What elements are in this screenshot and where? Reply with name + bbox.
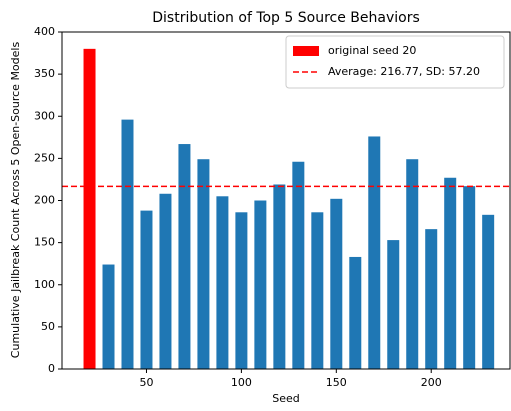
axes-frame — [61, 31, 511, 370]
bar — [83, 48, 96, 369]
legend-label: original seed 20 — [328, 44, 416, 57]
y-tick-label: 200 — [34, 194, 55, 207]
bar — [216, 196, 229, 369]
bar — [463, 186, 476, 369]
y-tick-label: 350 — [34, 67, 55, 80]
bar — [330, 198, 343, 369]
x-axis-label: Seed — [272, 392, 300, 405]
legend-swatch — [293, 46, 319, 56]
bar — [159, 193, 172, 369]
y-tick-label: 250 — [34, 151, 55, 164]
bar — [292, 161, 305, 369]
y-tick-label: 0 — [48, 362, 55, 375]
bar — [273, 184, 286, 369]
bar — [235, 212, 248, 369]
bar — [140, 210, 153, 369]
bar — [254, 200, 267, 369]
x-tick-label: 200 — [421, 376, 442, 389]
bar — [178, 144, 191, 369]
bar — [349, 256, 362, 369]
y-tick-label: 50 — [41, 320, 55, 333]
x-tick-label: 50 — [139, 376, 153, 389]
bar — [425, 229, 438, 369]
y-tick-label: 400 — [34, 25, 55, 38]
bar — [444, 177, 457, 369]
bar — [387, 240, 400, 369]
bar — [102, 264, 115, 369]
legend-label: Average: 216.77, SD: 57.20 — [328, 65, 480, 78]
bar — [368, 136, 381, 369]
bar — [406, 159, 419, 369]
chart-title: Distribution of Top 5 Source Behaviors — [152, 10, 420, 26]
y-tick-label: 100 — [34, 278, 55, 291]
bar — [197, 159, 210, 369]
y-tick-label: 300 — [34, 109, 55, 122]
x-tick-label: 100 — [231, 376, 252, 389]
x-tick-label: 150 — [326, 376, 347, 389]
bar — [121, 119, 134, 370]
bar — [482, 214, 495, 369]
y-tick-label: 150 — [34, 236, 55, 249]
bar — [311, 212, 324, 369]
legend-box — [285, 35, 505, 89]
y-axis-label: Cumulative Jailbreak Count Across 5 Open… — [9, 42, 22, 359]
